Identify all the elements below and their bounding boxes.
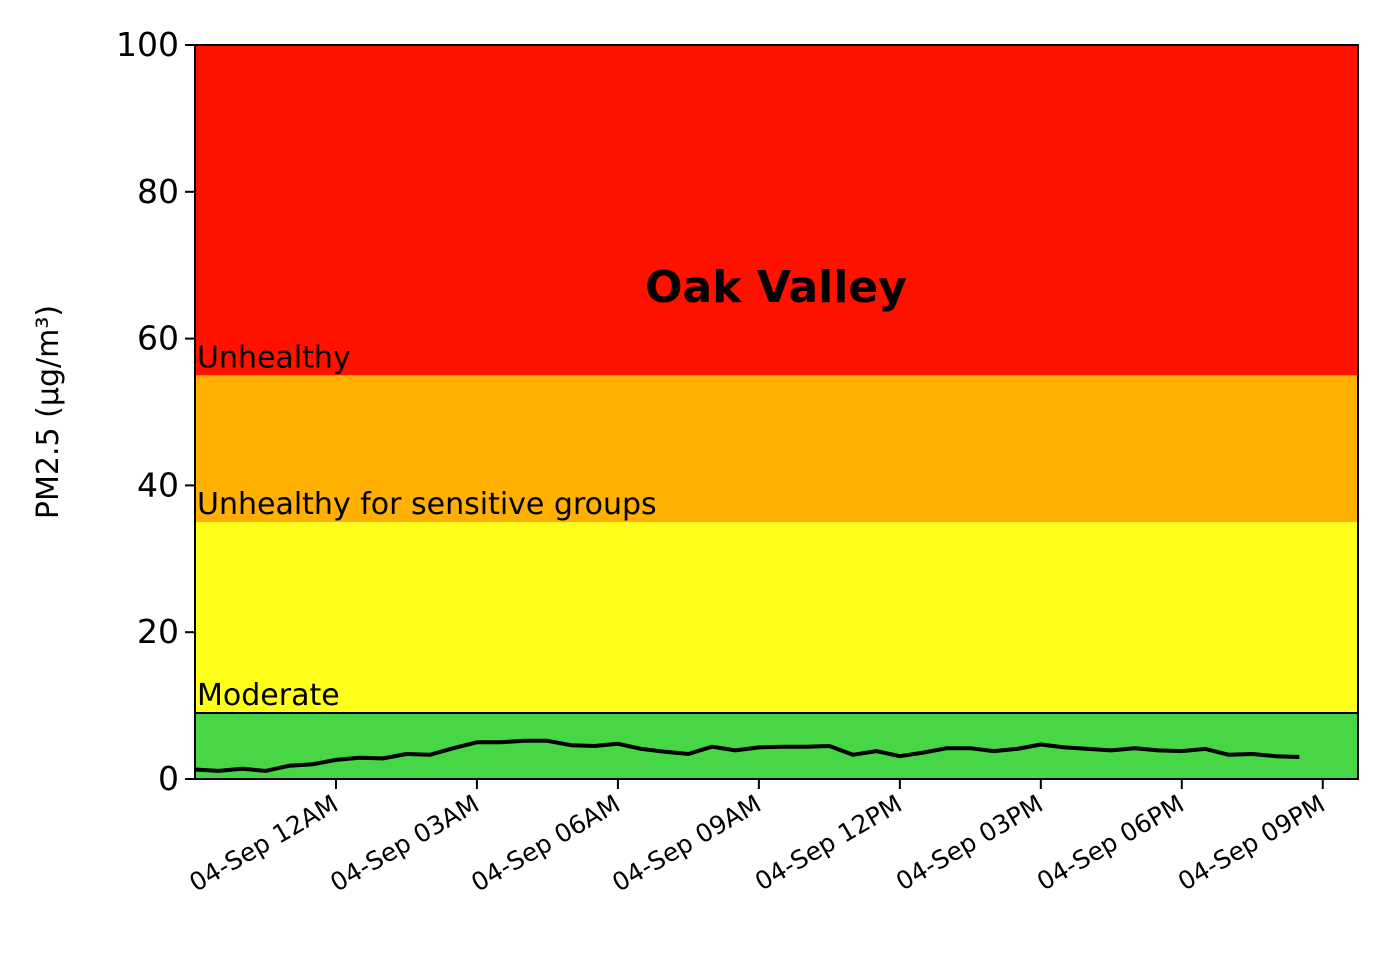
x-tick-label-3: 04-Sep 09AM (607, 789, 766, 897)
y-tick-label-2: 40 (137, 465, 179, 504)
x-tick-label-6: 04-Sep 06PM (1032, 789, 1189, 896)
aqi-band-2 (195, 375, 1358, 523)
aqi-band-labels: Moderate Unhealthy for sensitive groups Un… (197, 340, 657, 713)
y-axis: 0 20 40 60 80 100 (116, 25, 195, 798)
series-layer (194, 738, 1300, 773)
x-tick-label-2: 04-Sep 06AM (466, 789, 625, 897)
x-tick-label-0: 04-Sep 12AM (184, 789, 343, 897)
aqi-band-label-3: Unhealthy (197, 340, 351, 375)
y-tick-label-1: 20 (137, 612, 179, 651)
aqi-bands (195, 45, 1358, 779)
y-tick-label-4: 80 (137, 172, 179, 211)
aqi-band-label-1: Moderate (197, 678, 340, 713)
y-tick-label-5: 100 (116, 25, 179, 64)
y-tick-label-0: 0 (158, 759, 179, 798)
x-tick-label-4: 04-Sep 12PM (750, 789, 907, 896)
aqi-band-label-2: Unhealthy for sensitive groups (197, 487, 657, 522)
aqi-band-3 (195, 45, 1358, 376)
x-tick-label-1: 04-Sep 03AM (325, 789, 484, 897)
aqi-band-1 (195, 522, 1358, 713)
y-axis-label: PM2.5 (µg/m³) (31, 305, 66, 519)
chart-title: Oak Valley (645, 262, 907, 313)
plot-frame (194, 44, 1359, 780)
y-tick-label-3: 60 (137, 319, 179, 358)
x-tick-label-5: 04-Sep 03PM (891, 789, 1048, 896)
series-line-0 (194, 738, 1300, 773)
x-tick-label-7: 04-Sep 09PM (1173, 789, 1330, 896)
